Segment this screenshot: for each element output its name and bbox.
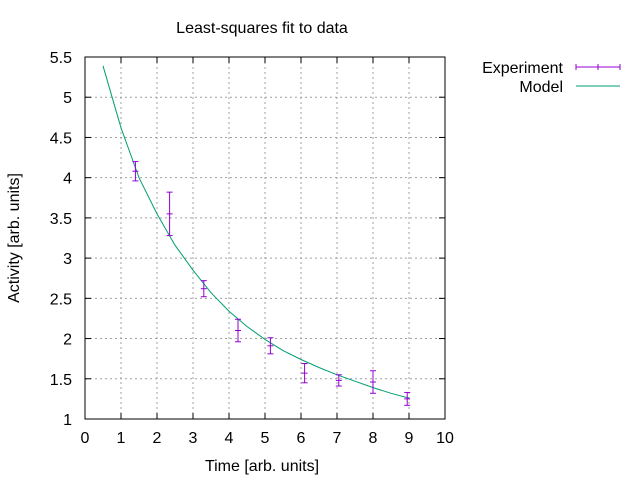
legend: Experiment Model — [482, 60, 621, 96]
experiment-point — [404, 391, 411, 406]
experiment-point — [267, 337, 274, 355]
model-line — [102, 65, 410, 399]
y-tick-label: 1.5 — [50, 372, 72, 389]
x-tick-label: 3 — [189, 430, 198, 447]
experiment-point — [370, 370, 376, 394]
x-tick-label: 8 — [369, 430, 378, 447]
y-tick-label: 2 — [63, 332, 72, 349]
y-tick-label: 5 — [63, 90, 72, 107]
experiment-point — [132, 161, 139, 182]
x-axis-title: Time [arb. units] — [205, 458, 319, 475]
x-tick-label: 5 — [261, 430, 270, 447]
grid — [85, 57, 445, 419]
y-tick-label: 3.5 — [50, 211, 72, 228]
legend-label-model: Model — [519, 79, 563, 96]
legend-sample-experiment — [575, 64, 621, 70]
y-axis-title: Activity [arb. units] — [6, 173, 23, 303]
y-tick-label: 4 — [63, 171, 72, 188]
chart-title: Least-squares fit to data — [176, 20, 348, 37]
experiment-point — [301, 362, 308, 384]
experiment-point — [335, 374, 342, 387]
legend-item-experiment: Experiment — [482, 60, 621, 77]
x-tick-label: 0 — [81, 430, 90, 447]
y-tick-label: 4.5 — [50, 130, 72, 147]
x-tick-label: 2 — [153, 430, 162, 447]
y-tick-label: 2.5 — [50, 291, 72, 308]
experiment-point — [166, 191, 173, 237]
x-tick-label: 1 — [117, 430, 126, 447]
x-tick-label: 6 — [297, 430, 306, 447]
x-tick-label: 9 — [405, 430, 414, 447]
x-tick-label: 4 — [225, 430, 234, 447]
experiment-point — [200, 280, 207, 298]
experiment-point — [235, 318, 241, 343]
y-tick-label: 3 — [63, 251, 72, 268]
y-tick-label: 1 — [63, 412, 72, 429]
legend-item-model: Model — [519, 79, 620, 96]
legend-label-experiment: Experiment — [482, 60, 563, 77]
plot-series — [102, 65, 411, 406]
x-tick-label: 10 — [436, 430, 454, 447]
x-tick-label: 7 — [333, 430, 342, 447]
y-tick-label: 5.5 — [50, 50, 72, 67]
